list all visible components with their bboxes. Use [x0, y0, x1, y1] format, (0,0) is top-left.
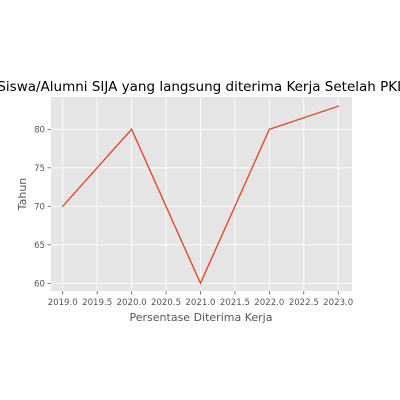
y-tick-label: 70	[34, 203, 45, 213]
x-axis-ticks: 2019.0 2019.5 2020.0 2020.5 2021.0 2021.5 2022…	[48, 291, 353, 308]
x-tick-label: 2019.0	[48, 298, 78, 308]
y-axis-ticks: 60 65 70 75 80	[34, 126, 51, 290]
y-tick-label: 75	[34, 164, 45, 174]
y-axis-label: Tahun	[16, 178, 29, 212]
x-tick-label: 2023.0	[323, 298, 353, 308]
y-tick-label: 60	[34, 280, 45, 290]
y-tick-label: 65	[34, 241, 45, 251]
x-tick-label: 2019.5	[82, 298, 112, 308]
y-tick-label: 80	[34, 126, 45, 136]
chart-title: Siswa/Alumni SIJA yang langsung diterima…	[0, 79, 400, 95]
x-tick-label: 2021.5	[220, 298, 250, 308]
x-tick-label: 2022.0	[254, 298, 284, 308]
series-layer	[61, 105, 340, 286]
x-tick-label: 2020.5	[151, 298, 181, 308]
x-tick-label: 2020.0	[117, 298, 147, 308]
series-line	[61, 105, 340, 286]
plot-area	[51, 97, 352, 291]
x-tick-label: 2021.0	[185, 298, 215, 308]
x-axis-label: Persentase Diterima Kerja	[130, 311, 273, 324]
x-tick-label: 2022.5	[289, 298, 319, 308]
